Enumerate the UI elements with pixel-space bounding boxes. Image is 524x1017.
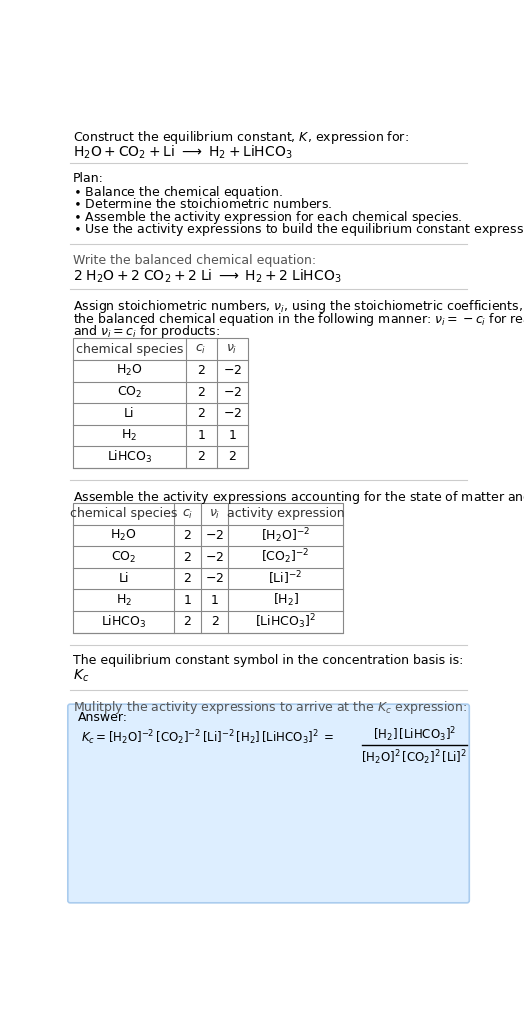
Text: and $\nu_i = c_i$ for products:: and $\nu_i = c_i$ for products: bbox=[73, 323, 220, 340]
Text: 1: 1 bbox=[197, 429, 205, 442]
Text: Assemble the activity expressions accounting for the state of matter and $\nu_i$: Assemble the activity expressions accoun… bbox=[73, 489, 524, 506]
Text: activity expression: activity expression bbox=[227, 507, 344, 521]
Text: chemical species: chemical species bbox=[70, 507, 177, 521]
Text: $\mathrm{2\;H_2O + 2\;CO_2 + 2\;Li\;\longrightarrow\;H_2 + 2\;LiHCO_3}$: $\mathrm{2\;H_2O + 2\;CO_2 + 2\;Li\;\lon… bbox=[73, 267, 342, 285]
Text: $-2$: $-2$ bbox=[205, 529, 224, 542]
Text: 2: 2 bbox=[228, 451, 236, 464]
Text: 2: 2 bbox=[197, 451, 205, 464]
FancyBboxPatch shape bbox=[68, 704, 470, 903]
Text: $\bullet$ Balance the chemical equation.: $\bullet$ Balance the chemical equation. bbox=[73, 184, 283, 201]
Bar bbox=[73, 503, 343, 633]
Text: 1: 1 bbox=[211, 594, 219, 607]
Text: $\mathrm{H_2O + CO_2 + Li}$ $\longrightarrow$ $\mathrm{H_2 + LiHCO_3}$: $\mathrm{H_2O + CO_2 + Li}$ $\longrighta… bbox=[73, 143, 293, 161]
Text: Mulitply the activity expressions to arrive at the $K_c$ expression:: Mulitply the activity expressions to arr… bbox=[73, 699, 467, 716]
Text: $[\mathrm{H_2O}]^{-2}$: $[\mathrm{H_2O}]^{-2}$ bbox=[261, 526, 310, 545]
Text: $\bullet$ Determine the stoichiometric numbers.: $\bullet$ Determine the stoichiometric n… bbox=[73, 196, 332, 211]
Text: $K_c$: $K_c$ bbox=[73, 668, 90, 684]
Text: 1: 1 bbox=[228, 429, 236, 442]
Text: $[\mathrm{Li}]^{-2}$: $[\mathrm{Li}]^{-2}$ bbox=[268, 570, 303, 588]
Text: $\mathrm{H_2}$: $\mathrm{H_2}$ bbox=[116, 593, 132, 608]
Text: 2: 2 bbox=[183, 573, 191, 585]
Text: $\mathrm{H_2}$: $\mathrm{H_2}$ bbox=[122, 428, 137, 443]
Text: $\nu_i$: $\nu_i$ bbox=[209, 507, 221, 521]
Text: $-2$: $-2$ bbox=[205, 550, 224, 563]
Text: $\mathrm{LiHCO_3}$: $\mathrm{LiHCO_3}$ bbox=[107, 448, 152, 465]
Text: $\mathrm{CO_2}$: $\mathrm{CO_2}$ bbox=[117, 384, 142, 400]
Text: $[\mathrm{H_2}]\,[\mathrm{LiHCO_3}]^2$: $[\mathrm{H_2}]\,[\mathrm{LiHCO_3}]^2$ bbox=[373, 725, 456, 743]
Text: Construct the equilibrium constant, $K$, expression for:: Construct the equilibrium constant, $K$,… bbox=[73, 129, 409, 146]
Text: $[\mathrm{H_2O}]^2\,[\mathrm{CO_2}]^2\,[\mathrm{Li}]^2$: $[\mathrm{H_2O}]^2\,[\mathrm{CO_2}]^2\,[… bbox=[361, 747, 467, 767]
Text: $-2$: $-2$ bbox=[223, 364, 242, 377]
Text: Li: Li bbox=[124, 408, 135, 420]
Text: Li: Li bbox=[118, 573, 129, 585]
Text: Answer:: Answer: bbox=[78, 711, 128, 724]
Text: $[\mathrm{CO_2}]^{-2}$: $[\mathrm{CO_2}]^{-2}$ bbox=[261, 548, 310, 566]
Text: Plan:: Plan: bbox=[73, 172, 104, 185]
Text: 2: 2 bbox=[197, 364, 205, 377]
Text: $\mathrm{H_2O}$: $\mathrm{H_2O}$ bbox=[111, 528, 137, 543]
Text: Assign stoichiometric numbers, $\nu_i$, using the stoichiometric coefficients, $: Assign stoichiometric numbers, $\nu_i$, … bbox=[73, 298, 524, 315]
Text: 2: 2 bbox=[183, 550, 191, 563]
Text: 2: 2 bbox=[211, 615, 219, 629]
Text: The equilibrium constant symbol in the concentration basis is:: The equilibrium constant symbol in the c… bbox=[73, 654, 464, 667]
Text: Write the balanced chemical equation:: Write the balanced chemical equation: bbox=[73, 253, 316, 266]
Text: $\nu_i$: $\nu_i$ bbox=[226, 343, 238, 356]
Text: chemical species: chemical species bbox=[76, 343, 183, 356]
Text: $c_i$: $c_i$ bbox=[182, 507, 193, 521]
Text: 2: 2 bbox=[197, 385, 205, 399]
Text: 1: 1 bbox=[183, 594, 191, 607]
Bar bbox=[73, 339, 248, 468]
Text: $\mathrm{CO_2}$: $\mathrm{CO_2}$ bbox=[111, 549, 136, 564]
Text: $\mathrm{LiHCO_3}$: $\mathrm{LiHCO_3}$ bbox=[101, 613, 146, 630]
Text: $-2$: $-2$ bbox=[205, 573, 224, 585]
Text: $[\mathrm{LiHCO_3}]^2$: $[\mathrm{LiHCO_3}]^2$ bbox=[255, 612, 316, 632]
Text: $\bullet$ Assemble the activity expression for each chemical species.: $\bullet$ Assemble the activity expressi… bbox=[73, 210, 463, 226]
Text: $-2$: $-2$ bbox=[223, 408, 242, 420]
Text: 2: 2 bbox=[183, 615, 191, 629]
Text: 2: 2 bbox=[183, 529, 191, 542]
Text: $\bullet$ Use the activity expressions to build the equilibrium constant express: $\bullet$ Use the activity expressions t… bbox=[73, 222, 524, 238]
Text: $c_i$: $c_i$ bbox=[195, 343, 207, 356]
Text: 2: 2 bbox=[197, 408, 205, 420]
Text: $K_c = [\mathrm{H_2O}]^{-2}\,[\mathrm{CO_2}]^{-2}\,[\mathrm{Li}]^{-2}\,[\mathrm{: $K_c = [\mathrm{H_2O}]^{-2}\,[\mathrm{CO… bbox=[81, 728, 334, 746]
Text: the balanced chemical equation in the following manner: $\nu_i = -c_i$ for react: the balanced chemical equation in the fo… bbox=[73, 310, 524, 327]
Text: $\mathrm{H_2O}$: $\mathrm{H_2O}$ bbox=[116, 363, 143, 378]
Text: $[\mathrm{H_2}]$: $[\mathrm{H_2}]$ bbox=[272, 592, 299, 608]
Text: $-2$: $-2$ bbox=[223, 385, 242, 399]
